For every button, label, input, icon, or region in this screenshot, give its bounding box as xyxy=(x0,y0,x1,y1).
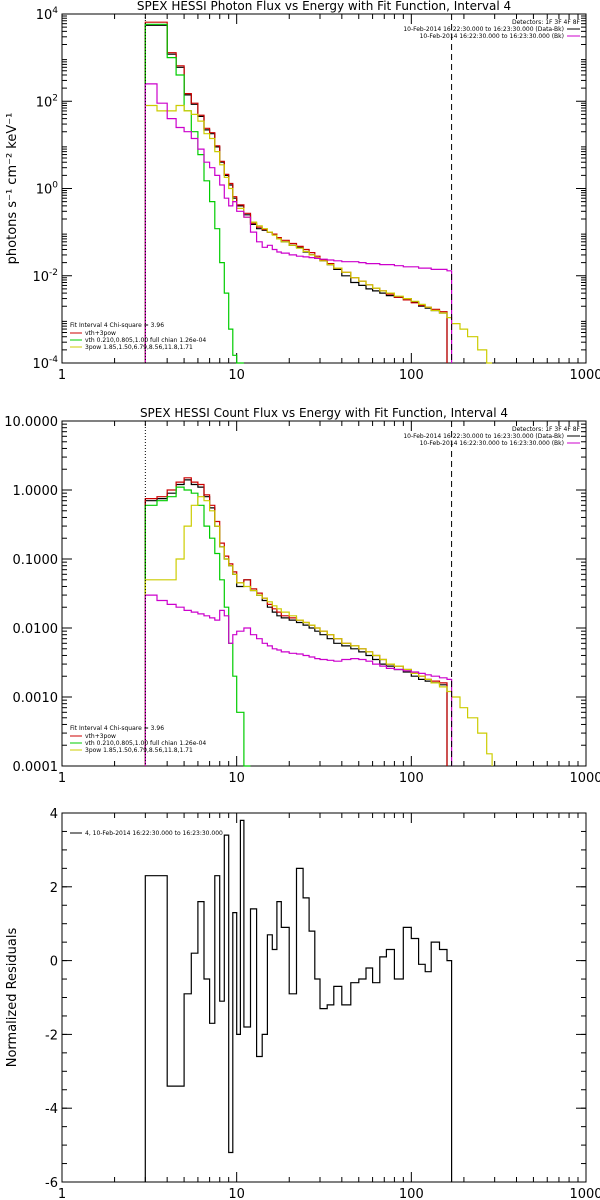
series-line-vth xyxy=(144,23,244,364)
chart-title-2: SPEX HESSI Count Flux vs Energy with Fit… xyxy=(140,406,508,420)
x-tick-label: 10 xyxy=(228,368,245,383)
y-tick-label: 0.1000 xyxy=(13,553,59,568)
legend-entry-label: 10-Feb-2014 16:22:30.000 to 16:23:30.000… xyxy=(420,33,564,40)
series-line-bk xyxy=(144,83,453,363)
x-tick-label: 1 xyxy=(58,771,66,786)
series-line-data-bk xyxy=(144,479,448,766)
legend-entry-label: 10-Feb-2014 16:22:30.000 to 16:23:30.000… xyxy=(420,440,564,447)
y-tick-label: 10-4 xyxy=(32,355,58,372)
legend-entry-label: 10-Feb-2014 16:22:30.000 to 16:23:30.000… xyxy=(403,433,564,440)
y-axis-label: photons s⁻¹ cm⁻² keV⁻¹ xyxy=(5,113,20,265)
legend-entry-label: 4, 10-Feb-2014 16:22:30.000 to 16:23:30.… xyxy=(85,830,223,837)
x-tick-label: 1000 xyxy=(569,368,600,383)
legend-entry-label: vth 0.210,0.805,1.00 full chian 1.26e-04 xyxy=(85,337,206,344)
x-tick-label: 1 xyxy=(58,1187,66,1200)
y-tick-label: 1.0000 xyxy=(13,484,59,499)
series-line-residuals xyxy=(144,819,453,1182)
plot-frame-3 xyxy=(61,812,587,1183)
plot-frame-2 xyxy=(61,420,587,767)
y-tick-label: 0 xyxy=(50,955,58,970)
y-tick-label: 0.0001 xyxy=(13,760,59,775)
legend-entry-label: vth+3pow xyxy=(85,733,116,740)
legend-fit-header: Fit Interval 4 Chi-square = 3.96 xyxy=(70,322,164,329)
series-line-vth-3pow xyxy=(144,21,448,363)
x-tick-label: 100 xyxy=(399,1187,424,1200)
x-tick-label: 1000 xyxy=(569,771,600,786)
series-line-3pow xyxy=(144,104,493,364)
series-line-data-bk xyxy=(144,24,448,363)
y-tick-label: 102 xyxy=(36,93,58,110)
x-tick-label: 10 xyxy=(228,1187,245,1200)
y-tick-label: -2 xyxy=(45,1028,58,1043)
y-tick-label: 104 xyxy=(36,6,59,23)
y-tick-label: 4 xyxy=(50,807,58,822)
y-tick-label: -4 xyxy=(45,1102,58,1117)
x-tick-label: 1 xyxy=(58,368,66,383)
legend-entry-label: 3pow 1.85,1.50,6.79,8.56,11.8,1.71 xyxy=(85,344,193,351)
y-tick-label: 10.0000 xyxy=(4,415,58,430)
series-line-bk xyxy=(144,594,453,766)
series-line-vth xyxy=(144,486,251,767)
x-tick-label: 10 xyxy=(228,771,245,786)
legend-entry-label: 10-Feb-2014 16:22:30.000 to 16:23:30.000… xyxy=(403,26,564,33)
y-tick-label: 10-2 xyxy=(32,268,58,285)
y-tick-label: 0.0100 xyxy=(13,622,59,637)
legend-detectors: Detectors: 1F 3F 4F 8F xyxy=(512,426,581,433)
x-tick-label: 100 xyxy=(399,368,424,383)
legend-entry-label: vth+3pow xyxy=(85,330,116,337)
y-tick-label: -6 xyxy=(45,1176,58,1191)
y-tick-label: 2 xyxy=(50,881,58,896)
y-tick-label: 0.0010 xyxy=(13,691,59,706)
legend-entry-label: 3pow 1.85,1.50,6.79,8.56,11.8,1.71 xyxy=(85,747,193,754)
chart-title-1: SPEX HESSI Photon Flux vs Energy with Fi… xyxy=(137,0,511,13)
legend-detectors: Detectors: 1F 3F 4F 8F xyxy=(512,19,581,26)
legend-fit-header: Fit Interval 4 Chi-square = 3.96 xyxy=(70,725,164,732)
series-line-3pow xyxy=(144,496,493,766)
x-tick-label: 100 xyxy=(399,771,424,786)
y-tick-label: 100 xyxy=(36,181,59,198)
plot-frame-1 xyxy=(61,13,587,364)
y-axis-label: Normalized Residuals xyxy=(5,928,20,1068)
x-tick-label: 1000 xyxy=(569,1187,600,1200)
legend-entry-label: vth 0.210,0.805,1.00 full chian 1.26e-04 xyxy=(85,740,206,747)
